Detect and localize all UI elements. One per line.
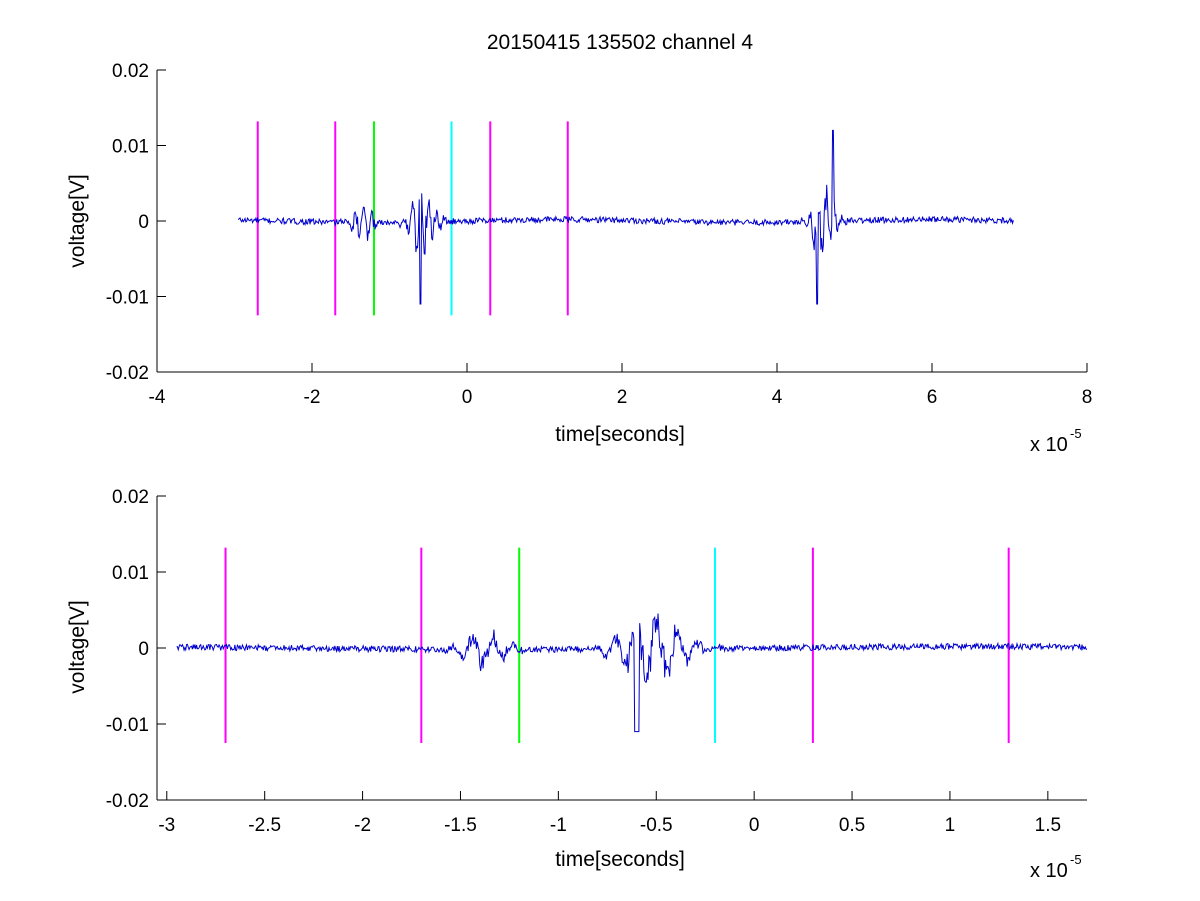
top-x-multiplier-exponent: -5 — [1070, 426, 1082, 441]
bottom-x-tick-label: -2.5 — [248, 815, 281, 836]
bottom-y-tick-label: -0.01 — [106, 715, 149, 736]
top-x-tick-label: 8 — [1082, 387, 1093, 408]
bottom-plot: -3 -2.5 -2 -1.5 -1 -0.5 0 0.5 1 1.5 -0.02 -0.01 0 0.0… — [106, 487, 1087, 836]
top-plot-area — [237, 121, 1014, 316]
bottom-y-axis-label: voltage[V] — [66, 600, 89, 693]
bottom-x-tick-label: -2 — [354, 815, 371, 836]
top-x-tick-label: -2 — [304, 387, 321, 408]
bottom-x-tick-label: -0.5 — [640, 815, 673, 836]
bottom-x-tick-label: 0 — [749, 815, 760, 836]
bottom-x-axis-label: time[seconds] — [555, 848, 685, 871]
top-x-multiplier: x 10 — [1030, 434, 1068, 456]
top-x-tick-label: 6 — [927, 387, 938, 408]
chart-title: 20150415 135502 channel 4 — [487, 31, 754, 54]
top-x-tick-label: 2 — [617, 387, 628, 408]
top-x-tick-label: 0 — [462, 387, 473, 408]
top-y-tick-label: 0 — [138, 212, 149, 233]
bottom-signal-trace — [176, 613, 1087, 733]
bottom-x-tick-label: 1 — [945, 815, 956, 836]
bottom-plot-area — [176, 547, 1087, 743]
top-y-axis-label: voltage[V] — [66, 174, 89, 267]
bottom-x-tick-label: -1.5 — [444, 815, 477, 836]
bottom-x-multiplier-exponent: -5 — [1070, 852, 1082, 867]
bottom-x-tick-label: 1.5 — [1035, 815, 1061, 836]
bottom-x-tick-label: 0.5 — [839, 815, 865, 836]
bottom-y-tick-label: 0 — [138, 639, 149, 660]
top-signal-trace — [237, 129, 1014, 305]
bottom-x-tick-label: -1 — [550, 815, 567, 836]
bottom-x-tick-label: -3 — [158, 815, 175, 836]
top-y-tick-label: -0.01 — [106, 288, 149, 309]
top-y-tick-label: 0.01 — [112, 137, 149, 158]
bottom-y-tick-label: 0.01 — [112, 563, 149, 584]
top-plot: -4 -2 0 2 4 6 8 -0.02 -0.01 0 0.01 0.02 — [106, 61, 1093, 408]
top-x-tick-label: 4 — [772, 387, 783, 408]
bottom-y-tick-label: -0.02 — [106, 791, 149, 812]
top-x-axis-label: time[seconds] — [555, 423, 685, 446]
top-y-tick-label: 0.02 — [112, 61, 149, 82]
bottom-x-multiplier: x 10 — [1030, 860, 1068, 882]
bottom-y-tick-label: 0.02 — [112, 487, 149, 508]
top-x-tick-label: -4 — [149, 387, 166, 408]
top-y-tick-label: -0.02 — [106, 363, 149, 384]
